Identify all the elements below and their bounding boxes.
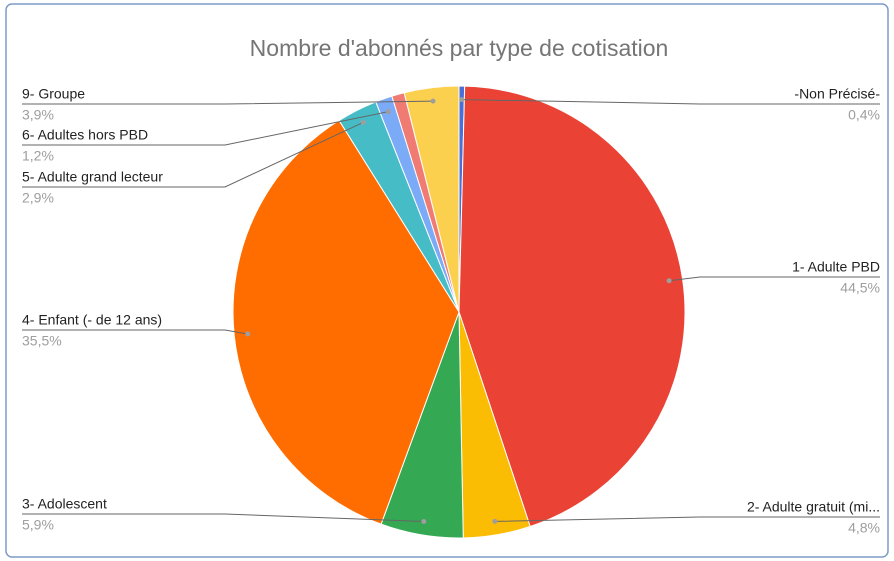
pie-slice xyxy=(232,119,460,525)
leader-dot xyxy=(666,278,672,284)
leader-line xyxy=(22,329,248,335)
leader-dot xyxy=(421,519,427,525)
leader-line xyxy=(669,276,880,282)
slice-label: 3- Adolescent xyxy=(22,496,107,512)
leader-line xyxy=(461,99,880,105)
leader-dot xyxy=(430,98,436,104)
leader-dot xyxy=(492,518,498,524)
slice-label: 5- Adulte grand lecteur xyxy=(22,169,163,185)
leader-dot xyxy=(360,119,366,125)
slice-label: 1- Adulte PBD xyxy=(792,259,880,275)
leader-line xyxy=(22,513,424,523)
leader-line xyxy=(22,121,364,188)
chart-title: Nombre d'abonnés par type de cotisation xyxy=(250,35,669,61)
leader-line xyxy=(494,516,880,522)
leader-dot xyxy=(385,109,391,115)
slice-value-label: 35,5% xyxy=(22,333,62,349)
leader-dot xyxy=(245,331,251,337)
slice-label: 6- Adultes hors PBD xyxy=(22,127,148,143)
slice-value-label: 2,9% xyxy=(22,190,54,206)
leader-line xyxy=(22,100,434,105)
slice-label: -Non Précisé- xyxy=(794,86,880,102)
slice-value-label: 0,4% xyxy=(848,107,880,123)
slice-label: 4- Enfant (- de 12 ans) xyxy=(22,312,162,328)
slice-value-label: 4,8% xyxy=(848,520,880,536)
slice-label: 2- Adulte gratuit (mi... xyxy=(747,499,880,515)
pie-slice xyxy=(403,85,460,313)
slice-value-label: 5,9% xyxy=(22,517,54,533)
leader-dot xyxy=(459,97,465,103)
slice-value-label: 1,2% xyxy=(22,148,54,164)
slice-label: 9- Groupe xyxy=(22,86,85,102)
slice-value-label: 44,5% xyxy=(840,280,880,296)
slice-value-label: 3,9% xyxy=(22,107,54,123)
leader-line xyxy=(22,111,389,146)
